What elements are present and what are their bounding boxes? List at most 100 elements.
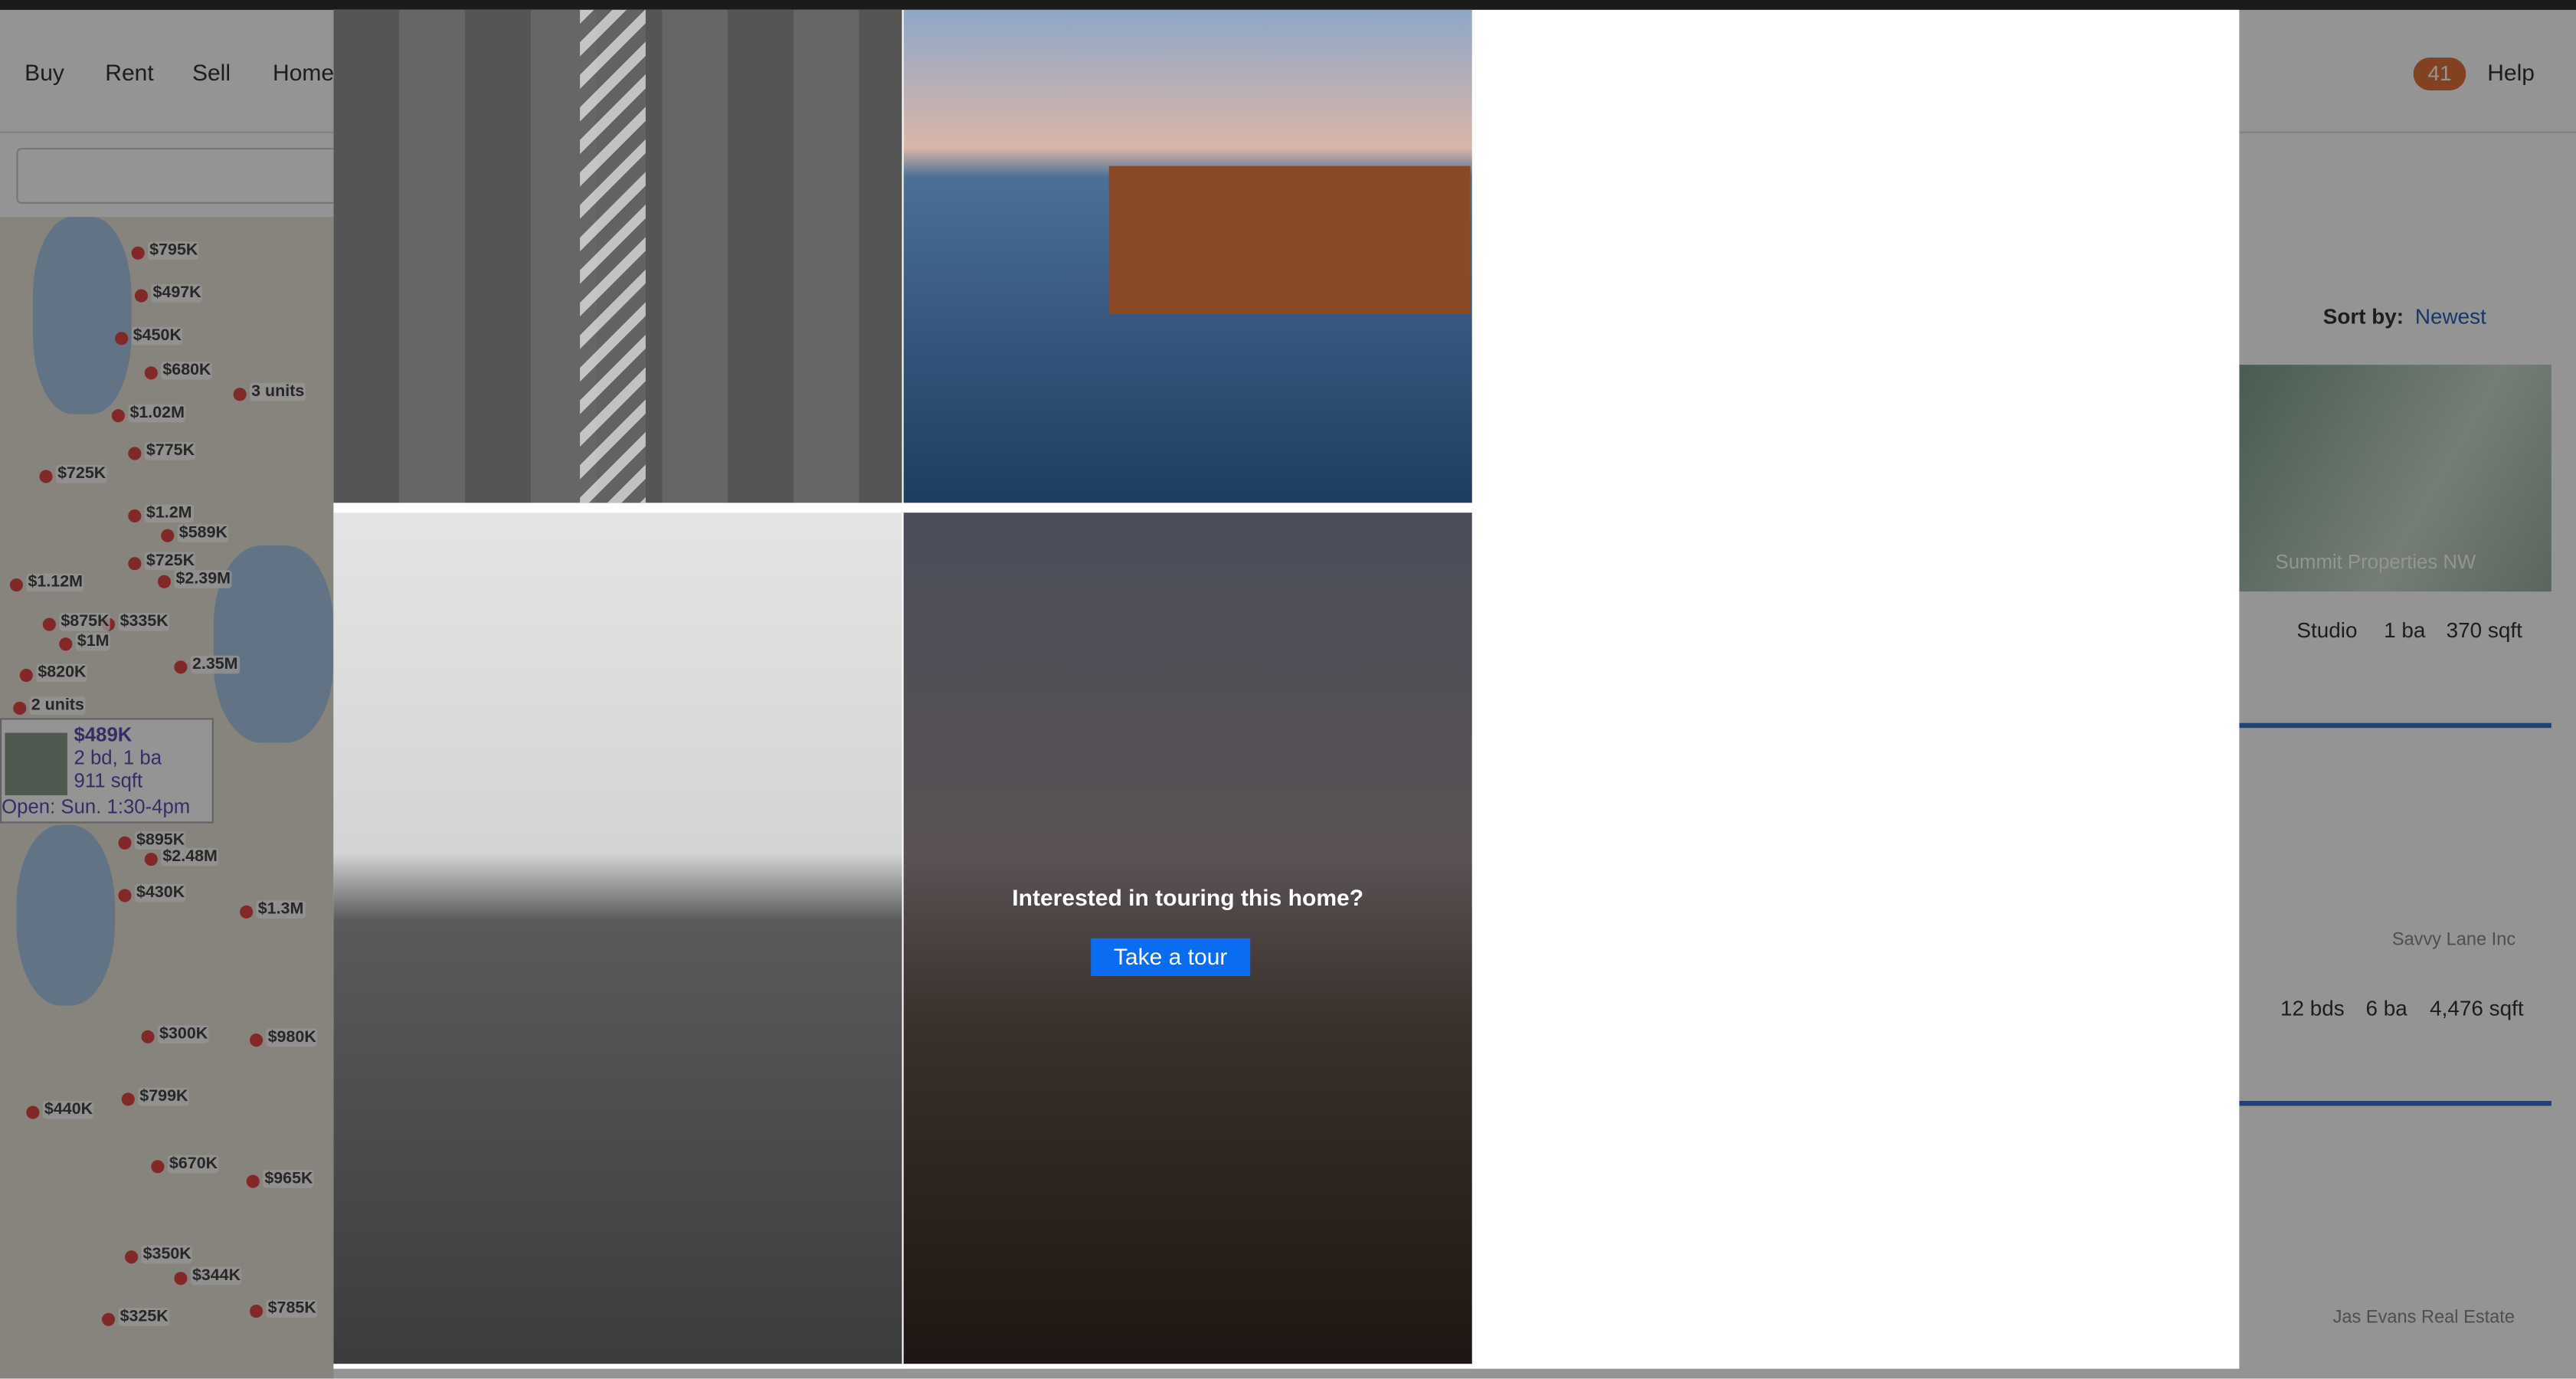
map-price-label[interactable]: $725K: [55, 464, 108, 483]
listing-photo[interactable]: [2239, 365, 2551, 592]
map-price-label[interactable]: 2.35M: [190, 655, 240, 674]
map-price-label[interactable]: $980K: [266, 1028, 318, 1047]
map-price-label[interactable]: 3 units: [250, 382, 306, 401]
map-price-label[interactable]: $440K: [42, 1101, 95, 1119]
popup-open: Open: Sun. 1:30-4pm: [2, 795, 191, 819]
map-price-label[interactable]: $795K: [148, 241, 200, 260]
map-price-label[interactable]: $875K: [59, 613, 111, 631]
map-pin[interactable]: [9, 578, 24, 592]
listing-size: 4,476 sqft: [2430, 995, 2524, 1020]
map-pin[interactable]: [115, 332, 129, 346]
map-pin[interactable]: [26, 1105, 40, 1119]
map-pin[interactable]: [128, 447, 142, 460]
tour-prompt: Interested in touring this home?: [1012, 883, 1364, 911]
map-pin[interactable]: [233, 388, 247, 401]
map-pin[interactable]: [250, 1033, 263, 1047]
listing-agent: Jas Evans Real Estate: [2332, 1308, 2515, 1328]
map-pin[interactable]: [39, 470, 53, 483]
map-price-label[interactable]: $680K: [161, 361, 213, 380]
map-pin[interactable]: [121, 1092, 135, 1106]
listing-size: 370 sqft: [2446, 617, 2522, 643]
listing-baths: 1 ba: [2384, 617, 2426, 643]
photo[interactable]: [333, 513, 902, 1364]
badge: 41: [2413, 57, 2466, 90]
listing-beds: 12 bds: [2280, 995, 2345, 1020]
sort-value[interactable]: Newest: [2414, 303, 2486, 329]
map-price-label[interactable]: $325K: [118, 1308, 170, 1326]
map-pin[interactable]: [101, 1312, 116, 1326]
map-pin[interactable]: [134, 289, 149, 303]
map-price-label[interactable]: $725K: [144, 552, 197, 571]
map-price-label[interactable]: $430K: [134, 883, 187, 902]
map-price-label[interactable]: $350K: [141, 1245, 193, 1264]
sort-label: Sort by:: [2322, 303, 2404, 329]
map-price-label[interactable]: $300K: [157, 1025, 210, 1043]
map-price-label[interactable]: $497K: [151, 284, 203, 303]
tour-button[interactable]: Take a tour: [1091, 938, 1251, 977]
map-price-label[interactable]: $1.2M: [144, 504, 194, 523]
map-pin[interactable]: [125, 1250, 139, 1264]
map-pin[interactable]: [144, 853, 158, 866]
nav-link[interactable]: Sell: [191, 59, 231, 86]
photo[interactable]: [333, 9, 902, 503]
map-price-label[interactable]: $785K: [266, 1299, 318, 1318]
map-pin[interactable]: [59, 637, 73, 651]
map-price-label[interactable]: $2.48M: [161, 847, 220, 866]
map-price-label[interactable]: $799K: [138, 1087, 190, 1106]
popup-size: 911 sqft: [74, 768, 143, 792]
lake: [213, 545, 334, 743]
map-pin[interactable]: [141, 1030, 155, 1043]
photo[interactable]: [903, 9, 1472, 503]
map-price-label[interactable]: $589K: [177, 524, 230, 542]
nav-link[interactable]: Help: [2487, 59, 2535, 86]
lake: [16, 824, 116, 1006]
divider: [2239, 722, 2551, 729]
listing-brand: Summit Properties NW: [2275, 550, 2476, 574]
map-price-label[interactable]: $895K: [134, 831, 187, 850]
map-pin[interactable]: [151, 1160, 165, 1174]
map-pin[interactable]: [13, 701, 27, 715]
photo[interactable]: Interested in touring this home? Take a …: [903, 513, 1472, 1364]
map-pin[interactable]: [118, 889, 132, 902]
map-price-label[interactable]: $820K: [36, 663, 88, 683]
popup-details: 2 bd, 1 ba: [74, 745, 162, 769]
crosswalk: [580, 9, 646, 503]
map-price-label[interactable]: $335K: [118, 613, 170, 631]
map-pin[interactable]: [161, 529, 175, 542]
map-pin[interactable]: [128, 509, 142, 523]
map-price-label[interactable]: $2.39M: [174, 570, 233, 588]
map-pin[interactable]: [118, 836, 132, 850]
map-pin[interactable]: [174, 660, 188, 674]
map-price-label[interactable]: 2 units: [29, 696, 87, 715]
nav-link[interactable]: Buy: [25, 59, 64, 86]
map-price-label[interactable]: $450K: [131, 326, 184, 346]
map-price-label[interactable]: $1.02M: [128, 404, 187, 423]
barge: [1108, 165, 1471, 314]
map-pin[interactable]: [111, 409, 126, 423]
map-pin[interactable]: [174, 1272, 188, 1286]
map-pin[interactable]: [131, 246, 145, 260]
nav-link[interactable]: Rent: [105, 59, 154, 86]
map-price-label[interactable]: $775K: [144, 441, 197, 460]
map-pin[interactable]: [144, 366, 158, 380]
map-pin[interactable]: [42, 617, 56, 631]
map-price-label[interactable]: $1M: [75, 632, 111, 651]
map-price-label[interactable]: $344K: [190, 1266, 243, 1286]
map-popup[interactable]: $489K 2 bd, 1 ba 911 sqft Open: Sun. 1:3…: [0, 718, 214, 824]
map-pin[interactable]: [19, 668, 33, 683]
map-pin[interactable]: [240, 905, 254, 919]
divider: [2239, 1101, 2551, 1106]
modal: Interested in touring this home? Take a …: [333, 9, 2240, 1369]
map-pin[interactable]: [128, 557, 142, 571]
map-price-label[interactable]: $1.3M: [256, 900, 306, 919]
map-price-label[interactable]: $670K: [167, 1155, 220, 1174]
listing-baths: 6 ba: [2365, 995, 2407, 1020]
nav-link[interactable]: Home: [273, 59, 335, 86]
map-price-label[interactable]: $1.12M: [26, 573, 85, 592]
map-pin[interactable]: [250, 1304, 263, 1318]
map-pin[interactable]: [246, 1174, 260, 1188]
map-pin[interactable]: [157, 575, 172, 588]
map-price-label[interactable]: $965K: [263, 1170, 315, 1188]
